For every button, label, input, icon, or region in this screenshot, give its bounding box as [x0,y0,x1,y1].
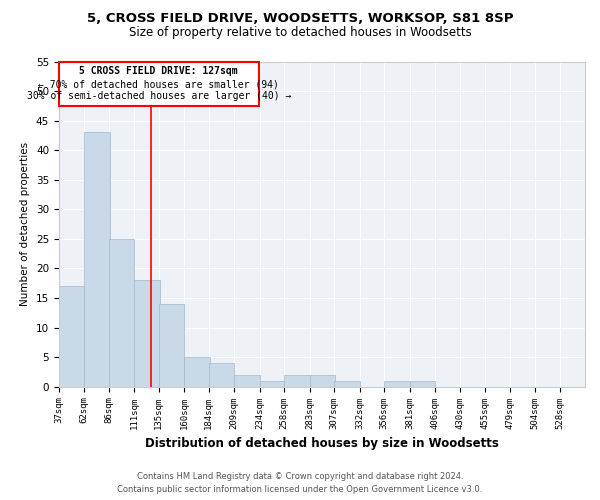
Bar [410,381,435,386]
Text: Contains HM Land Registry data © Crown copyright and database right 2024.
Contai: Contains HM Land Registry data © Crown c… [118,472,482,494]
Bar [209,363,234,386]
Bar [109,239,134,386]
Bar [59,286,85,386]
Bar [334,381,359,386]
Bar [260,381,285,386]
Text: 5 CROSS FIELD DRIVE: 127sqm: 5 CROSS FIELD DRIVE: 127sqm [79,66,238,76]
Bar [284,375,310,386]
Text: 5, CROSS FIELD DRIVE, WOODSETTS, WORKSOP, S81 8SP: 5, CROSS FIELD DRIVE, WOODSETTS, WORKSOP… [87,12,513,26]
Text: ← 70% of detached houses are smaller (94): ← 70% of detached houses are smaller (94… [38,79,279,89]
Bar [85,132,110,386]
Y-axis label: Number of detached properties: Number of detached properties [20,142,31,306]
FancyBboxPatch shape [59,62,259,106]
Bar [310,375,335,386]
X-axis label: Distribution of detached houses by size in Woodsetts: Distribution of detached houses by size … [145,437,499,450]
Bar [184,357,210,386]
Bar [384,381,410,386]
Text: Size of property relative to detached houses in Woodsetts: Size of property relative to detached ho… [128,26,472,39]
Text: 30% of semi-detached houses are larger (40) →: 30% of semi-detached houses are larger (… [26,91,291,101]
Bar [234,375,260,386]
Bar [159,304,184,386]
Bar [134,280,160,386]
